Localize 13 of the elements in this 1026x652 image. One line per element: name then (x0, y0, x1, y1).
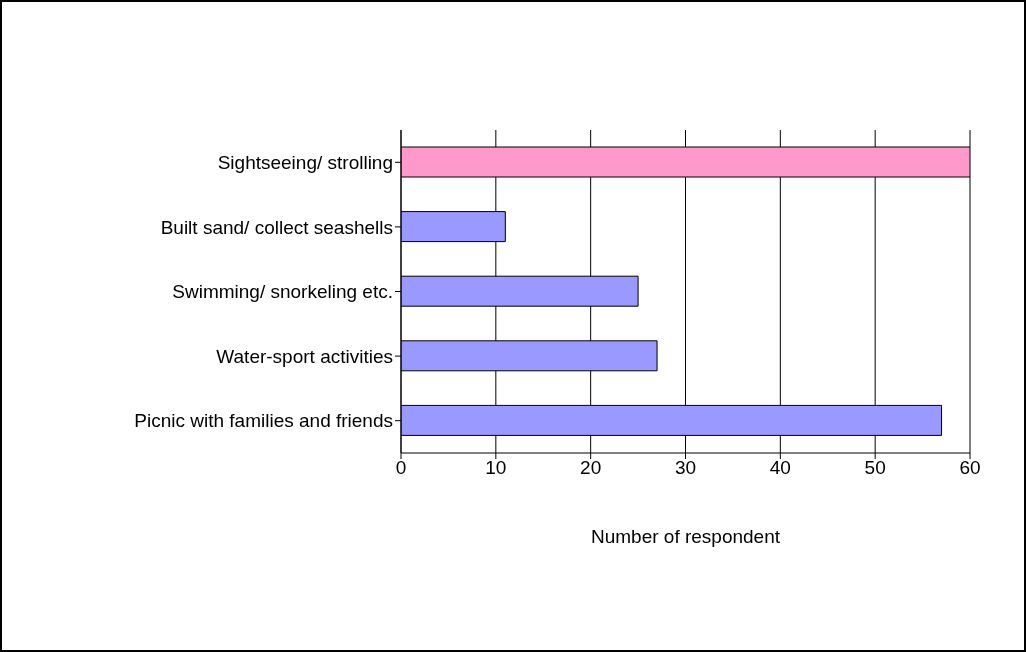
x-tick-label: 60 (959, 457, 981, 479)
x-tick-label: 0 (395, 457, 407, 479)
x-axis-title: Number of respondent (590, 526, 781, 547)
x-tick-label: 30 (674, 457, 697, 479)
y-tick-label: Built sand/ collect seashells (160, 216, 393, 238)
y-tick-label: Swimming/ snorkeling etc. (172, 281, 393, 303)
x-tick-label: 40 (769, 457, 791, 479)
x-tick-label: 50 (864, 457, 886, 479)
x-tick-label: 10 (485, 457, 507, 479)
y-tick-label: Sightseeing/ strolling (217, 152, 393, 174)
x-tick-label: 20 (580, 457, 602, 479)
y-tick-label: Water-sport activities (216, 345, 393, 367)
y-tick-label: Picnic with families and friends (134, 410, 393, 432)
